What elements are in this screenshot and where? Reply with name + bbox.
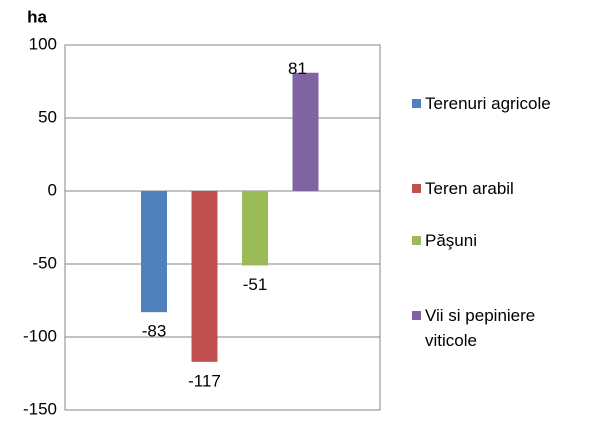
legend-swatch [412,184,421,193]
y-tick-label: 50 [38,107,57,126]
legend-swatch [412,236,421,245]
legend-label: Vii si pepiniere viticole [425,306,536,350]
y-tick-label: 100 [29,34,57,53]
bar [292,72,319,191]
y-axis-label: ha [27,7,47,26]
legend-entry: Vii si pepiniere viticole [412,303,562,353]
legend-entry: Teren arabil [412,176,562,201]
legend-entry: Păşuni [412,228,562,253]
bar [242,191,268,266]
legend-label: Păşuni [425,231,477,250]
data-label: 81 [288,59,307,78]
data-label: -51 [243,275,268,294]
legend-label: Teren arabil [425,179,514,198]
bar [141,191,167,313]
bar [191,191,218,362]
data-label: -117 [188,371,221,390]
legend-label: Terenuri agricole [425,94,551,113]
legend-entry: Terenuri agricole [412,91,562,116]
y-tick-label: 0 [48,180,57,199]
y-tick-label: -50 [32,253,57,272]
y-tick-label: -150 [23,399,57,418]
data-label: -83 [142,322,167,341]
legend-swatch [412,311,421,320]
plot-border [64,44,381,411]
legend-swatch [412,99,421,108]
y-tick-label: -100 [23,326,57,345]
